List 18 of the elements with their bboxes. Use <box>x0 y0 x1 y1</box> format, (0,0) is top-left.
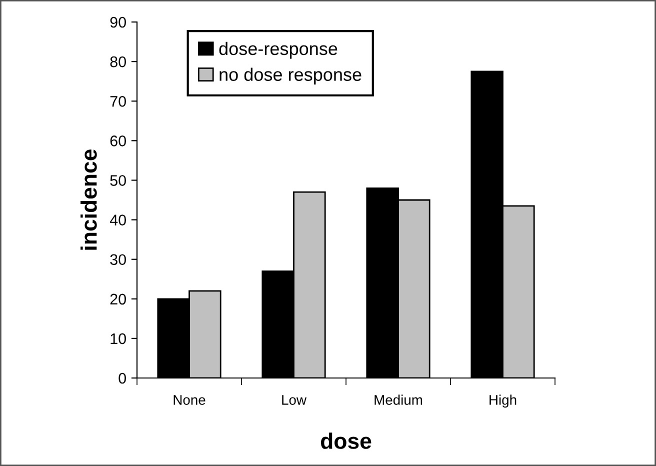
y-tick-label: 0 <box>118 372 126 384</box>
y-tick-label: 30 <box>110 254 126 266</box>
x-tick-label: High <box>490 394 516 408</box>
x-tick-label: None <box>174 395 206 405</box>
y-tick-label: 10 <box>110 333 126 344</box>
x-axis-title: dose <box>320 432 372 449</box>
y-axis-title: incidence <box>80 150 97 250</box>
y-tick-label: 40 <box>110 214 126 226</box>
legend-label: dose-response <box>219 42 338 59</box>
x-tick-label: Low <box>282 395 307 405</box>
legend-label: no dose response <box>220 68 362 85</box>
y-tick-label: 70 <box>110 96 126 107</box>
y-tick-label: 80 <box>110 56 126 68</box>
y-tick-label: 60 <box>110 136 126 146</box>
y-tick-label: 50 <box>110 175 126 186</box>
x-tick-label: Medium <box>374 394 422 405</box>
y-tick-label: 90 <box>110 16 126 28</box>
y-tick-label: 20 <box>110 294 126 305</box>
